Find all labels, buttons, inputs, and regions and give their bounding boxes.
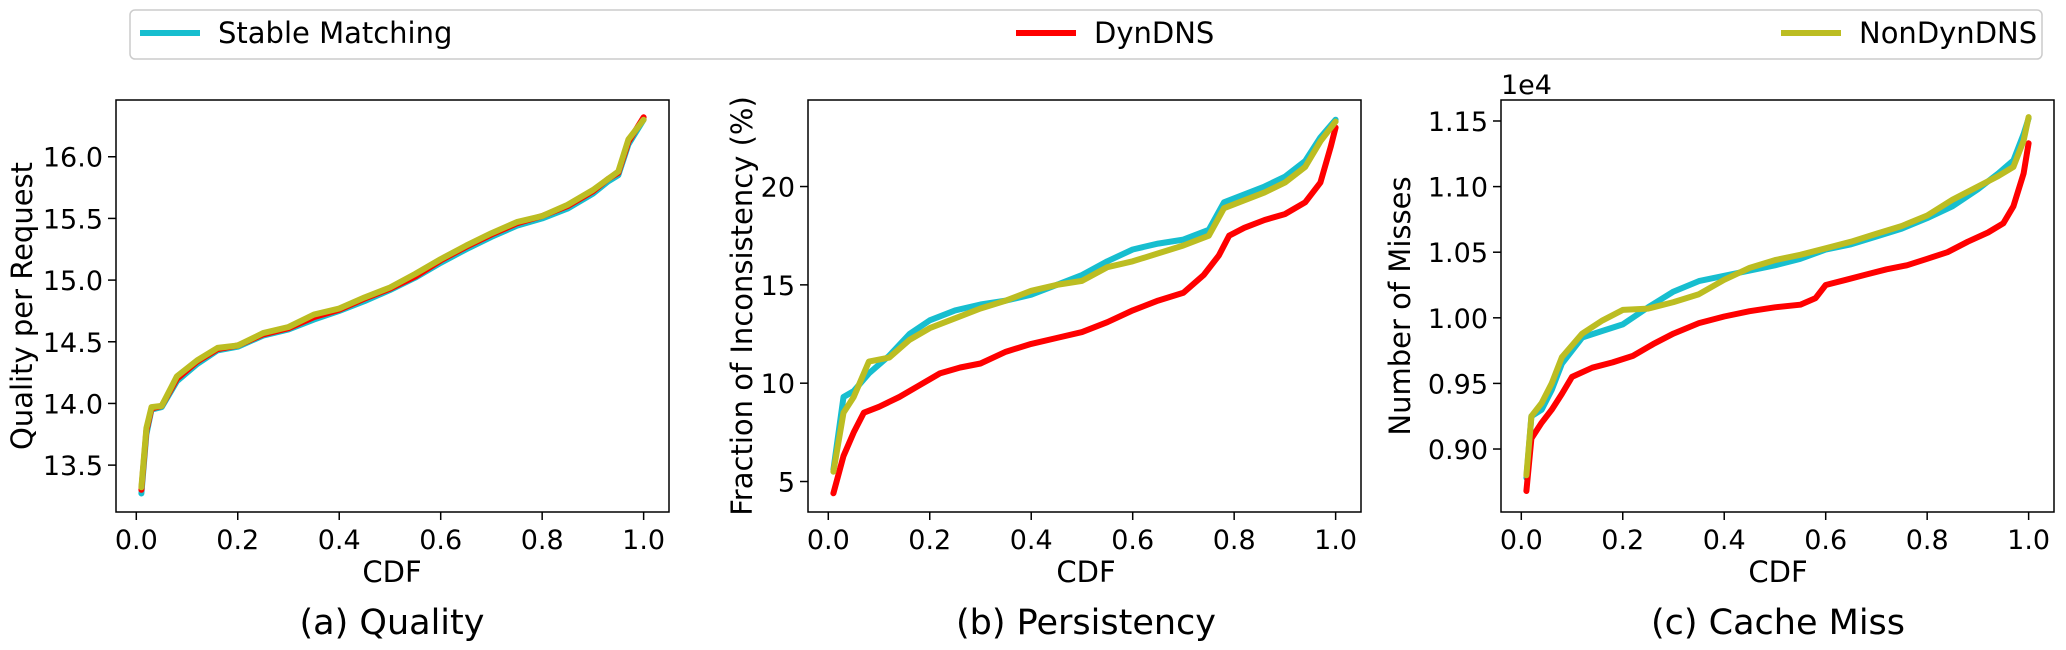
y-tick-label: 13.5 [43,451,103,482]
x-tick-label: 0.6 [419,525,462,556]
y-tick-label: 1.10 [1428,173,1488,204]
x-axis-label: CDF [362,555,421,589]
legend-label-dyndns: DynDNS [1094,16,1214,50]
series-line-nondyndns [830,118,1339,475]
ticks: 0.0 0.2 0.4 0.6 0.8 1.0 13.5 14.0 14.5 15.0 15.5 16… [43,143,665,556]
ticks: 0.0 0.2 0.4 0.6 0.8 1.0 5 10 15 20 [761,173,1357,556]
y-tick-label: 15 [761,271,795,302]
legend-frame [129,9,2043,60]
x-tick-label: 0.4 [1703,525,1746,556]
plot-frame [1500,99,2055,513]
series-line-stable-matching [138,116,647,497]
x-tick-label: 1.0 [2007,525,2050,556]
series-line-dyndns [830,124,1339,497]
x-tick-label: 0.2 [908,525,951,556]
y-tick-label: 15.5 [43,204,103,235]
panel-caption: (a) Quality [300,603,485,643]
series-line-stable-matching [1523,115,2032,481]
y-tick-label: 0.95 [1428,369,1488,400]
plot-frame [115,99,670,513]
x-tick-label: 0.0 [807,525,850,556]
y-tick-label: 20 [761,173,795,204]
y-tick-label: 1.15 [1428,107,1488,138]
x-axis-label: CDF [1748,555,1807,589]
panel-quality: 0.0 0.2 0.4 0.6 0.8 1.0 13.5 14.0 14.5 15.0 15.5 16… [5,99,670,643]
y-tick-label: 15.0 [43,266,103,297]
y-axis-label: Number of Misses [1383,176,1417,435]
y-tick-label: 14.0 [43,389,103,420]
y-axis-label: Quality per Request [5,162,39,450]
x-axis-label: CDF [1056,555,1115,589]
y-tick-label: 16.0 [43,143,103,174]
legend-label-stable-matching: Stable Matching [218,16,452,50]
series-line-dyndns [138,114,647,493]
x-tick-label: 0.6 [1111,525,1154,556]
x-tick-label: 0.8 [1213,525,1256,556]
panel-caption: (c) Cache Miss [1651,603,1905,643]
x-tick-label: 1.0 [1314,525,1357,556]
ticks: 0.0 0.2 0.4 0.6 0.8 1.0 0.90 0.95 1.00 1.05 1.10 1.… [1428,107,2050,556]
x-tick-label: 0.4 [1010,525,1053,556]
series-line-stable-matching [830,116,1339,473]
y-tick-label: 14.5 [43,328,103,359]
series-lines [138,114,647,497]
panel-caption: (b) Persistency [956,603,1216,643]
series-lines [830,116,1339,497]
y-tick-label: 10 [761,369,795,400]
x-tick-label: 0.8 [1906,525,1949,556]
y-offset-text: 1e4 [1501,70,1552,101]
x-tick-label: 0.0 [115,525,158,556]
plot-frame [807,99,1362,513]
x-tick-label: 0.4 [318,525,361,556]
y-tick-label: 5 [778,468,795,499]
y-tick-label: 1.05 [1428,238,1488,269]
x-tick-label: 0.6 [1804,525,1847,556]
x-tick-label: 0.2 [216,525,259,556]
y-axis-label: Fraction of Inconsistency (%) [725,96,759,516]
panel-persistency: 0.0 0.2 0.4 0.6 0.8 1.0 5 10 15 20 CDF Fraction o… [725,96,1362,643]
series-line-nondyndns [1523,114,2032,479]
panel-cache-miss: 0.0 0.2 0.4 0.6 0.8 1.0 0.90 0.95 1.00 1.05 1.10 1.… [1383,70,2055,643]
series-line-dyndns [1523,140,2032,494]
x-tick-label: 0.0 [1500,525,1543,556]
x-tick-label: 1.0 [622,525,665,556]
x-tick-label: 0.8 [521,525,564,556]
y-tick-label: 1.00 [1428,304,1488,335]
series-lines [1523,114,2032,494]
legend: Stable Matching DynDNS NonDynDNS [129,9,2043,60]
legend-label-nondyndns: NonDynDNS [1859,16,2037,50]
x-tick-label: 0.2 [1601,525,1644,556]
series-line-nondyndns [138,116,647,491]
y-tick-label: 0.90 [1428,435,1488,466]
